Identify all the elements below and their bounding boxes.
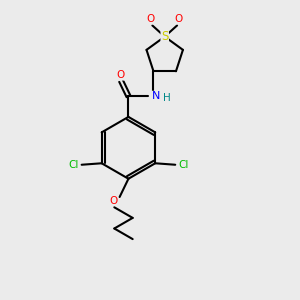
Text: O: O (174, 14, 183, 24)
Text: Cl: Cl (68, 160, 79, 170)
Text: O: O (116, 70, 124, 80)
Text: H: H (163, 93, 171, 103)
Text: N: N (152, 91, 160, 101)
Text: O: O (109, 196, 117, 206)
Text: S: S (161, 30, 168, 43)
Text: Cl: Cl (178, 160, 189, 170)
Text: O: O (147, 14, 155, 24)
